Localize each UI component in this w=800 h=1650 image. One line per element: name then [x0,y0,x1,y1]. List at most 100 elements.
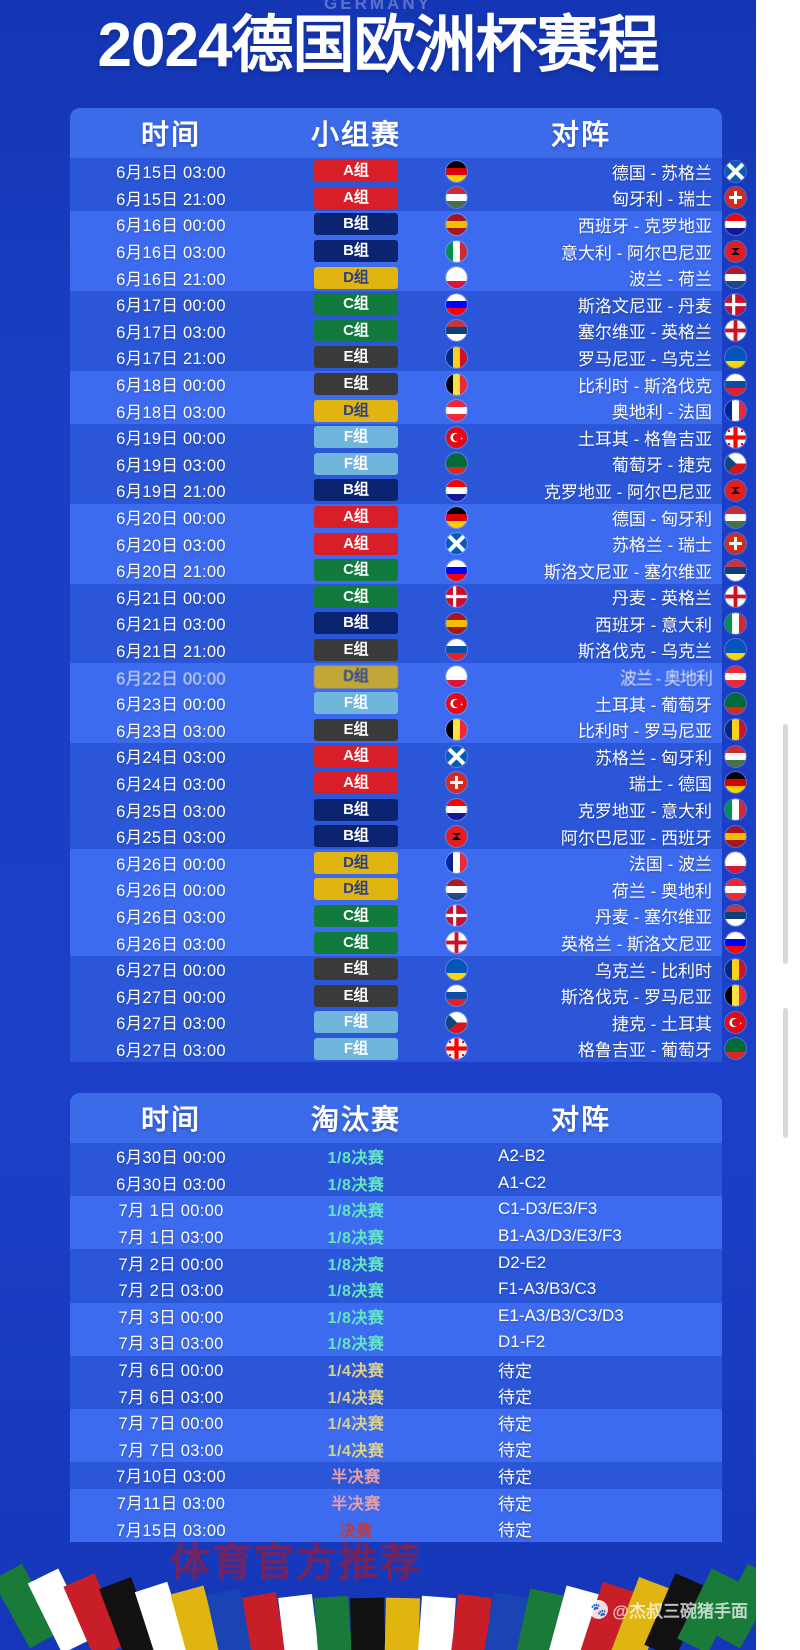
match-teams: 格鲁吉亚 - 葡萄牙 [577,1041,712,1061]
table-row[interactable]: 6月21日 00:00 C组 丹麦 - 英格兰 [70,583,746,611]
match-cell: 法国 - 波兰 [440,850,746,875]
column-header-stage: 小组赛 [310,119,401,150]
match-teams: 待定 [498,1441,532,1461]
match-teams: 待定 [498,1414,532,1434]
table-row[interactable]: 6月26日 00:00 D组 法国 - 波兰 [70,849,746,877]
table-row[interactable]: 7月15日 03:00 决赛 待定 [70,1515,722,1542]
table-row[interactable]: 6月17日 03:00 C组 塞尔维亚 - 英格兰 [70,317,746,345]
match-time: 6月23日 00:00 [116,696,226,715]
table-row[interactable]: 6月16日 21:00 D组 波兰 - 荷兰 [70,264,746,291]
table-row[interactable]: 6月23日 03:00 E组 比利时 - 罗马尼亚 [70,716,746,744]
flag-icon-fr [725,400,746,422]
scrollbar-thumb-lower[interactable] [783,1008,788,1138]
match-cell: 斯洛文尼亚 - 丹麦 [440,292,746,317]
table-row[interactable]: 6月22日 00:00 D组 波兰 - 奥地利 [70,663,746,690]
group-badge: B组 [314,612,398,635]
table-row[interactable]: 6月19日 03:00 F组 葡萄牙 - 捷克 [70,450,746,478]
match-teams: 苏格兰 - 匈牙利 [594,748,712,768]
table-row[interactable]: 7月 7日 00:00 1/4决赛 待定 [70,1408,722,1436]
flag-icon-it [725,612,746,634]
table-row[interactable]: 7月 6日 00:00 1/4决赛 待定 [70,1355,722,1383]
table-row[interactable]: 6月27日 03:00 F组 格鲁吉亚 - 葡萄牙 [70,1035,746,1063]
table-row[interactable]: 7月 3日 00:00 1/8决赛 E1-A3/B3/C3/D3 [70,1302,722,1330]
table-row[interactable]: 6月27日 00:00 E组 斯洛伐克 - 罗马尼亚 [70,982,746,1009]
match-time: 6月19日 21:00 [116,483,226,502]
table-row[interactable]: 6月24日 03:00 A组 苏格兰 - 匈牙利 [70,743,746,770]
match-time: 7月 2日 03:00 [118,1282,224,1301]
table-row[interactable]: 6月17日 21:00 E组 罗马尼亚 - 乌克兰 [70,344,746,371]
match-teams: 乌克兰 - 比利时 [594,961,712,981]
table-row[interactable]: 6月30日 03:00 1/8决赛 A1-C2 [70,1169,722,1197]
table-row[interactable]: 7月 1日 03:00 1/8决赛 B1-A3/D3/E3/F3 [70,1222,722,1250]
match-cell: 荷兰 - 奥地利 [440,877,746,902]
table-row[interactable]: 6月19日 00:00 F组 土耳其 - 格鲁吉亚 [70,423,746,451]
table-row[interactable]: 6月19日 21:00 B组 克罗地亚 - 阿尔巴尼亚 [70,477,746,504]
flag-icon-eng [725,320,746,342]
match-teams: B1-A3/D3/E3/F3 [498,1226,622,1246]
bunting-flag [314,1596,354,1650]
flag-icon-rs [725,905,746,927]
table-row[interactable]: 7月 2日 00:00 1/8决赛 D2-E2 [70,1249,722,1276]
table-row[interactable]: 6月26日 00:00 D组 荷兰 - 奥地利 [70,876,746,903]
match-time: 6月20日 21:00 [116,563,226,582]
match-time: 7月 3日 00:00 [118,1308,224,1327]
match-teams: F1-A3/B3/C3 [498,1279,597,1299]
table-row[interactable]: 6月18日 00:00 E组 比利时 - 斯洛伐克 [70,370,746,398]
scrollbar-thumb-upper[interactable] [783,724,788,964]
match-teams: D2-E2 [498,1252,547,1272]
table-row[interactable]: 7月 3日 03:00 1/8决赛 D1-F2 [70,1329,722,1356]
group-badge: F组 [314,452,398,475]
group-chip-cell: C组 [272,904,440,927]
table-row[interactable]: 7月 1日 00:00 1/8决赛 C1-D3/E3/F3 [70,1196,722,1223]
match-time: 6月21日 00:00 [116,589,226,608]
match-cell: 斯洛伐克 - 乌克兰 [440,637,746,662]
flag-icon-sco [446,745,467,767]
table-row[interactable]: 7月10日 03:00 半决赛 待定 [70,1462,722,1489]
group-badge: D组 [314,878,398,901]
column-header-time: 时间 [140,1104,201,1135]
group-badge: B组 [314,479,398,502]
match-time: 7月 7日 00:00 [118,1415,224,1434]
table-row[interactable]: 6月23日 00:00 F组 土耳其 - 葡萄牙 [70,689,746,717]
group-badge: F组 [314,692,398,715]
table-row[interactable]: 6月17日 00:00 C组 斯洛文尼亚 - 丹麦 [70,290,746,318]
match-teams: 匈牙利 - 瑞士 [611,190,712,210]
table-row[interactable]: 6月30日 00:00 1/8决赛 A2-B2 [70,1143,722,1170]
table-row[interactable]: 6月25日 03:00 B组 克罗地亚 - 意大利 [70,796,746,823]
group-chip-cell: C组 [272,931,440,954]
table-row[interactable]: 6月26日 03:00 C组 英格兰 - 斯洛文尼亚 [70,929,746,956]
table-row[interactable]: 6月20日 03:00 A组 苏格兰 - 瑞士 [70,530,746,557]
flag-icon-si [446,559,467,581]
knockout-stage-label: 1/8决赛 [327,1203,385,1221]
group-chip-cell: F组 [272,692,440,715]
table-row[interactable]: 7月 6日 03:00 1/4决赛 待定 [70,1382,722,1409]
match-time: 6月18日 03:00 [116,403,226,422]
knockout-stage-label: 半决赛 [331,1496,381,1514]
table-row[interactable]: 6月18日 03:00 D组 奥地利 - 法国 [70,397,746,424]
table-row[interactable]: 7月 7日 03:00 1/4决赛 待定 [70,1435,722,1463]
table-row[interactable]: 6月24日 03:00 A组 瑞士 - 德国 [70,769,746,797]
table-row[interactable]: 6月20日 21:00 C组 斯洛文尼亚 - 塞尔维亚 [70,556,746,584]
match-time: 6月26日 03:00 [116,935,226,954]
table-row[interactable]: 6月15日 21:00 A组 匈牙利 - 瑞士 [70,184,746,212]
table-row[interactable]: 6月21日 03:00 B组 西班牙 - 意大利 [70,610,746,637]
match-time: 6月23日 03:00 [116,722,226,741]
flag-icon-it [725,799,746,821]
match-time: 6月25日 03:00 [116,829,226,848]
table-row[interactable]: 7月 2日 03:00 1/8决赛 F1-A3/B3/C3 [70,1275,722,1303]
table-row[interactable]: 6月15日 03:00 A组 德国 - 苏格兰 [70,158,746,185]
group-stage-table: 时间 小组赛 对阵 6月15日 03:00 A组 德国 - 苏格兰 6月15日 21:… [70,108,746,1063]
group-badge: C组 [314,319,398,342]
table-row[interactable]: 6月25日 03:00 B组 阿尔巴尼亚 - 西班牙 [70,822,746,850]
group-badge: D组 [314,851,398,874]
table-row[interactable]: 6月20日 00:00 A组 德国 - 匈牙利 [70,503,746,531]
table-row[interactable]: 7月11日 03:00 半决赛 待定 [70,1488,722,1516]
table-row[interactable]: 6月21日 21:00 E组 斯洛伐克 - 乌克兰 [70,636,746,664]
flag-icon-pl [725,852,746,874]
table-row[interactable]: 6月26日 03:00 C组 丹麦 - 塞尔维亚 [70,902,746,930]
table-row[interactable]: 6月16日 03:00 B组 意大利 - 阿尔巴尼亚 [70,237,746,265]
table-row[interactable]: 6月27日 00:00 E组 乌克兰 - 比利时 [70,955,746,983]
table-row[interactable]: 6月27日 03:00 F组 捷克 - 土耳其 [70,1009,746,1036]
flag-icon-ch [725,187,746,209]
table-row[interactable]: 6月16日 00:00 B组 西班牙 - 克罗地亚 [70,211,746,238]
